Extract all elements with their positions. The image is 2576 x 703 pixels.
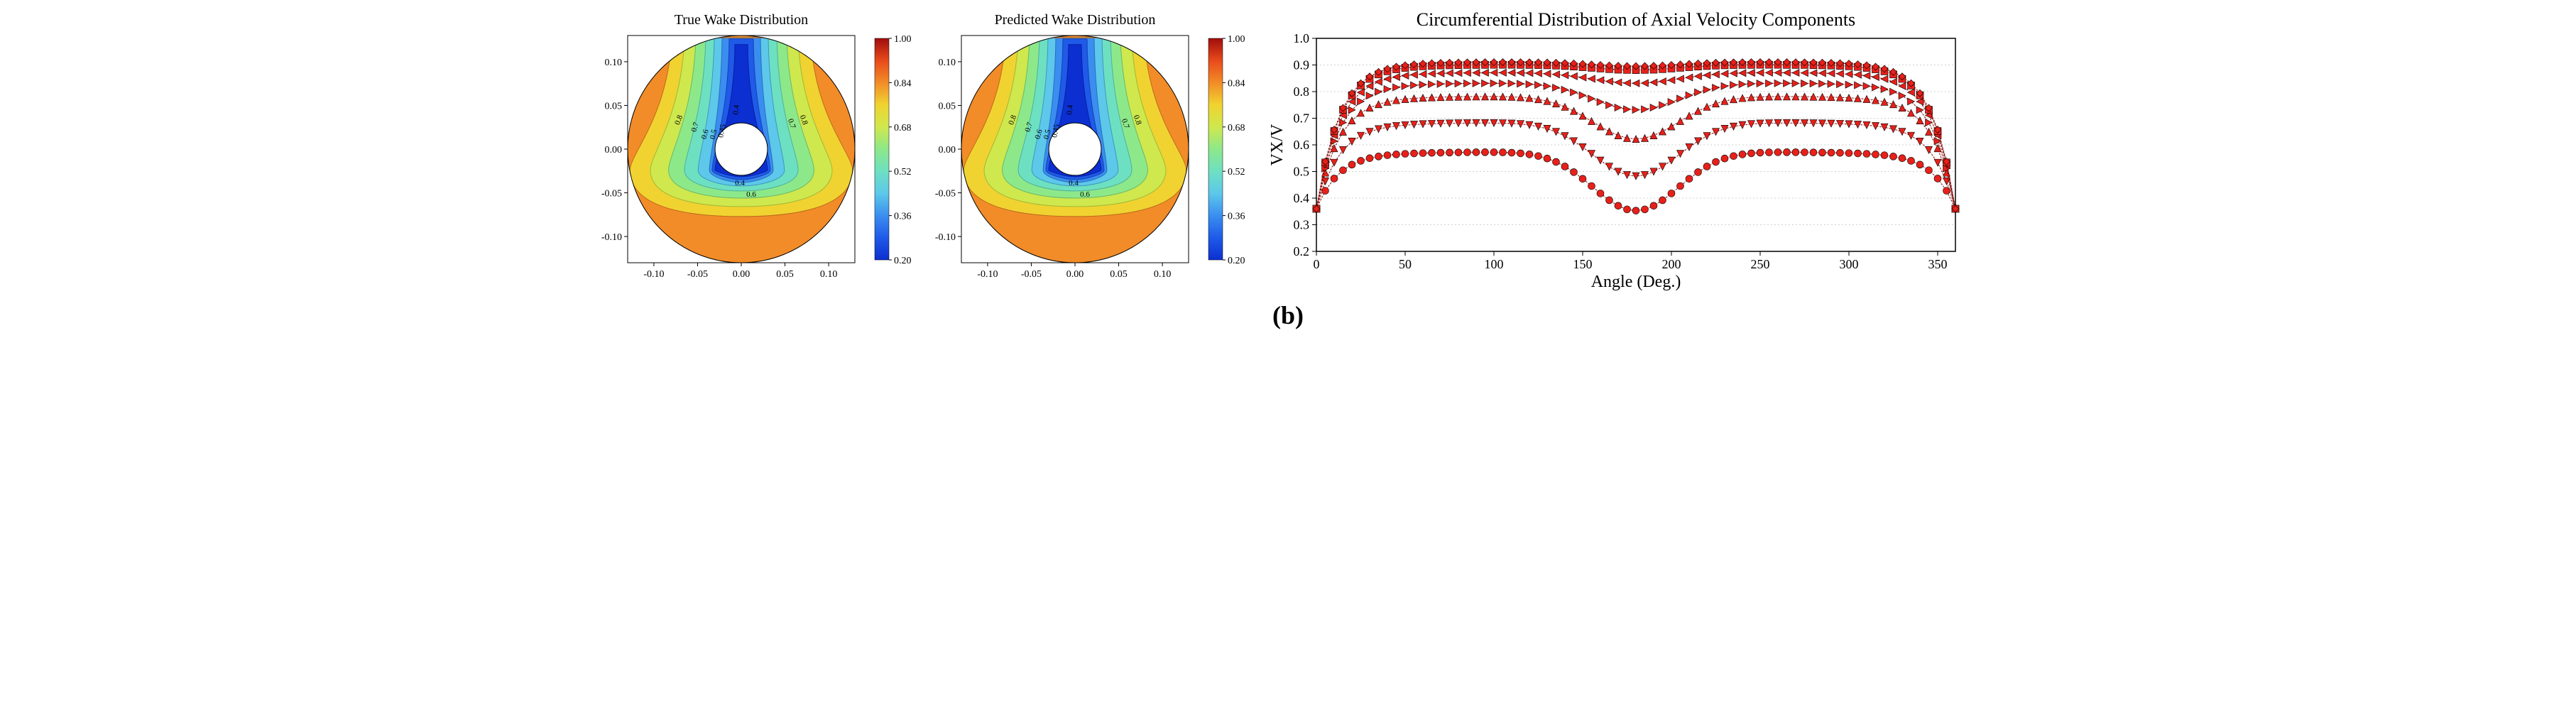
panel-true-wake: True Wake Distribution0.80.80.70.70.60.6… bbox=[599, 7, 926, 295]
line-chart-svg: Circumferential Distribution of Axial Ve… bbox=[1267, 7, 1977, 291]
svg-text:200: 200 bbox=[1662, 257, 1681, 271]
svg-text:0.52: 0.52 bbox=[1228, 167, 1245, 178]
svg-text:-0.10: -0.10 bbox=[643, 269, 664, 280]
svg-text:True Wake Distribution: True Wake Distribution bbox=[675, 12, 808, 28]
svg-text:Predicted Wake Distribution: Predicted Wake Distribution bbox=[995, 12, 1156, 28]
svg-text:250: 250 bbox=[1751, 257, 1770, 271]
svg-text:0.20: 0.20 bbox=[1228, 256, 1245, 266]
svg-text:-0.05: -0.05 bbox=[1021, 269, 1042, 280]
svg-text:1.00: 1.00 bbox=[894, 34, 912, 45]
svg-text:0.00: 0.00 bbox=[733, 269, 751, 280]
svg-text:0.20: 0.20 bbox=[894, 256, 912, 266]
svg-text:0.68: 0.68 bbox=[1228, 123, 1245, 133]
svg-text:0.05: 0.05 bbox=[939, 101, 956, 111]
svg-text:0.68: 0.68 bbox=[894, 123, 912, 133]
figure-row: True Wake Distribution0.80.80.70.70.60.6… bbox=[7, 7, 2569, 295]
svg-text:0.4: 0.4 bbox=[1294, 191, 1310, 205]
svg-text:0.6: 0.6 bbox=[1080, 190, 1090, 199]
svg-text:0.36: 0.36 bbox=[1228, 212, 1245, 222]
svg-text:-0.10: -0.10 bbox=[977, 269, 998, 280]
svg-text:Circumferential Distribution o: Circumferential Distribution of Axial Ve… bbox=[1417, 9, 1855, 30]
svg-text:-0.10: -0.10 bbox=[601, 232, 622, 243]
svg-text:0.00: 0.00 bbox=[939, 145, 956, 156]
svg-text:0.3: 0.3 bbox=[1294, 218, 1310, 232]
svg-text:0: 0 bbox=[1314, 257, 1320, 271]
svg-text:0.4: 0.4 bbox=[731, 104, 741, 115]
svg-text:0.10: 0.10 bbox=[605, 58, 623, 68]
svg-text:1.00: 1.00 bbox=[1228, 34, 1245, 45]
svg-text:0.00: 0.00 bbox=[605, 145, 623, 156]
svg-text:0.7: 0.7 bbox=[1294, 111, 1310, 126]
svg-text:0.2: 0.2 bbox=[1294, 244, 1310, 258]
svg-text:0.10: 0.10 bbox=[820, 269, 838, 280]
svg-text:0.9: 0.9 bbox=[1294, 58, 1310, 72]
svg-text:50: 50 bbox=[1399, 257, 1412, 271]
svg-text:Angle (Deg.): Angle (Deg.) bbox=[1591, 273, 1681, 291]
svg-text:0.10: 0.10 bbox=[939, 58, 956, 68]
panel-line-chart: Circumferential Distribution of Axial Ve… bbox=[1267, 7, 1977, 295]
svg-text:100: 100 bbox=[1485, 257, 1504, 271]
svg-text:0.10: 0.10 bbox=[1154, 269, 1172, 280]
true-wake-svg: True Wake Distribution0.80.80.70.70.60.6… bbox=[599, 7, 926, 291]
svg-text:0.84: 0.84 bbox=[894, 78, 912, 89]
svg-text:0.05: 0.05 bbox=[1110, 269, 1128, 280]
svg-text:0.05: 0.05 bbox=[605, 101, 623, 111]
svg-text:0.36: 0.36 bbox=[894, 212, 912, 222]
svg-text:0.8: 0.8 bbox=[1294, 85, 1310, 99]
svg-text:-0.10: -0.10 bbox=[935, 232, 956, 243]
sub-label: (b) bbox=[7, 300, 2569, 330]
svg-text:150: 150 bbox=[1573, 257, 1593, 271]
svg-text:-0.05: -0.05 bbox=[935, 189, 956, 200]
svg-text:-0.05: -0.05 bbox=[601, 189, 622, 200]
svg-text:0.00: 0.00 bbox=[1066, 269, 1084, 280]
svg-text:0.4: 0.4 bbox=[1065, 104, 1074, 115]
predicted-wake-svg: Predicted Wake Distribution0.80.80.70.70… bbox=[933, 7, 1260, 291]
svg-text:0.4: 0.4 bbox=[1069, 179, 1079, 187]
svg-text:-0.05: -0.05 bbox=[687, 269, 708, 280]
svg-text:0.05: 0.05 bbox=[776, 269, 794, 280]
svg-text:VX/V: VX/V bbox=[1268, 124, 1287, 165]
svg-text:300: 300 bbox=[1840, 257, 1859, 271]
svg-text:350: 350 bbox=[1928, 257, 1948, 271]
svg-text:0.5: 0.5 bbox=[1294, 165, 1310, 179]
panel-predicted-wake: Predicted Wake Distribution0.80.80.70.70… bbox=[933, 7, 1260, 295]
svg-text:0.84: 0.84 bbox=[1228, 78, 1245, 89]
svg-text:1.0: 1.0 bbox=[1294, 31, 1310, 45]
svg-text:0.6: 0.6 bbox=[1294, 138, 1310, 152]
svg-text:0.4: 0.4 bbox=[735, 179, 745, 187]
svg-text:0.6: 0.6 bbox=[746, 190, 756, 199]
svg-text:0.52: 0.52 bbox=[894, 167, 912, 178]
